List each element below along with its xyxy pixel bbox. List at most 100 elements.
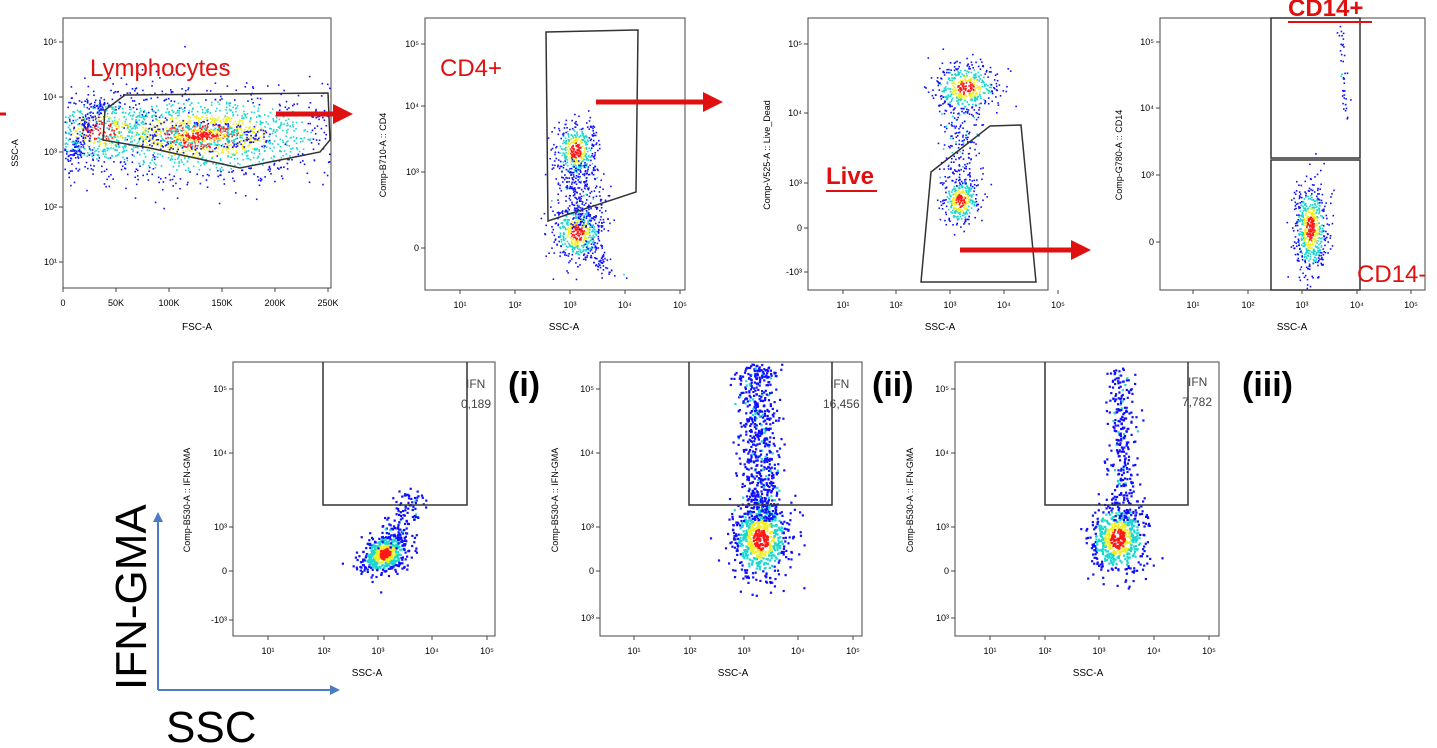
event-dot	[594, 154, 596, 156]
event-dot	[584, 141, 586, 143]
event-dot	[1320, 262, 1322, 265]
event-dot	[228, 117, 231, 120]
event-dot	[969, 179, 971, 181]
event-dot	[297, 94, 300, 97]
event-dot	[156, 134, 158, 137]
event-dot	[135, 134, 138, 136]
event-dot	[952, 200, 955, 203]
event-dot	[589, 214, 592, 216]
event-dot	[214, 137, 217, 139]
event-dot	[577, 213, 580, 216]
event-dot	[951, 179, 953, 182]
event-dot	[584, 213, 586, 215]
event-dot	[591, 172, 593, 175]
event-dot	[135, 125, 138, 127]
x-tick-label: 0	[60, 298, 65, 308]
event-dot	[155, 70, 158, 73]
event-dot	[188, 136, 191, 139]
event-dot	[601, 272, 603, 275]
event-dot	[580, 165, 583, 167]
event-dot	[606, 267, 609, 270]
event-dot	[573, 236, 575, 239]
event-dot	[230, 168, 232, 170]
event-dot	[964, 201, 967, 204]
event-dot	[157, 109, 159, 112]
event-dot	[171, 117, 174, 119]
event-dot	[249, 121, 251, 124]
event-dot	[160, 114, 162, 117]
event-dot	[132, 146, 135, 148]
event-dot	[556, 212, 559, 214]
event-dot	[582, 132, 585, 135]
event-dot	[275, 115, 277, 117]
event-dot	[559, 212, 562, 214]
event-dot	[959, 213, 961, 216]
event-dot	[956, 118, 958, 121]
event-dot	[602, 265, 605, 267]
event-dot	[947, 94, 950, 96]
event-dot	[580, 195, 583, 198]
event-dot	[589, 256, 592, 259]
event-dot	[962, 166, 964, 168]
event-dot	[151, 129, 153, 131]
event-dot	[588, 195, 591, 198]
event-dot	[309, 102, 312, 104]
event-dot	[117, 144, 120, 146]
event-dot	[76, 142, 79, 144]
event-dot	[235, 123, 238, 125]
event-dot	[141, 131, 144, 134]
event-dot	[576, 171, 578, 174]
event-dot	[961, 122, 964, 124]
event-dot	[954, 169, 956, 171]
event-dot	[939, 67, 941, 70]
event-dot	[181, 145, 184, 147]
event-dot	[83, 128, 85, 130]
event-dot	[553, 234, 556, 237]
event-dot	[68, 132, 71, 135]
event-dot	[150, 124, 153, 126]
event-dot	[195, 125, 197, 128]
event-dot	[578, 136, 580, 138]
event-dot	[110, 112, 113, 115]
event-dot	[957, 116, 959, 119]
event-dot	[945, 110, 948, 112]
event-dot	[82, 137, 85, 140]
event-dot	[96, 122, 98, 125]
event-dot	[962, 136, 964, 138]
event-dot	[1310, 251, 1313, 253]
event-dot	[573, 156, 576, 158]
event-dot	[228, 171, 230, 173]
event-dot	[600, 204, 603, 206]
event-dot	[230, 156, 232, 158]
event-dot	[959, 91, 962, 93]
event-dot	[215, 110, 217, 113]
event-dot	[270, 128, 273, 130]
event-dot	[557, 193, 559, 196]
event-dot	[192, 165, 195, 168]
event-dot	[1323, 162, 1325, 165]
event-dot	[210, 137, 213, 140]
event-dot	[585, 215, 588, 218]
event-dot	[227, 152, 230, 155]
event-dot	[569, 171, 572, 173]
event-dot	[219, 109, 221, 112]
event-dot	[211, 122, 213, 124]
event-dot	[269, 147, 271, 149]
event-dot	[953, 210, 956, 213]
x-tick-label: 10¹	[836, 300, 849, 310]
event-dot	[222, 169, 224, 171]
event-dot	[954, 73, 956, 75]
event-dot	[207, 110, 209, 113]
event-dot	[559, 165, 562, 168]
event-dot	[178, 107, 181, 110]
event-dot	[608, 195, 611, 197]
event-dot	[961, 73, 963, 76]
event-dot	[575, 183, 578, 185]
event-dot	[92, 129, 95, 132]
event-dot	[958, 103, 960, 106]
event-dot	[259, 121, 262, 123]
event-dot	[132, 148, 134, 151]
event-dot	[286, 158, 289, 161]
event-dot	[580, 218, 583, 220]
